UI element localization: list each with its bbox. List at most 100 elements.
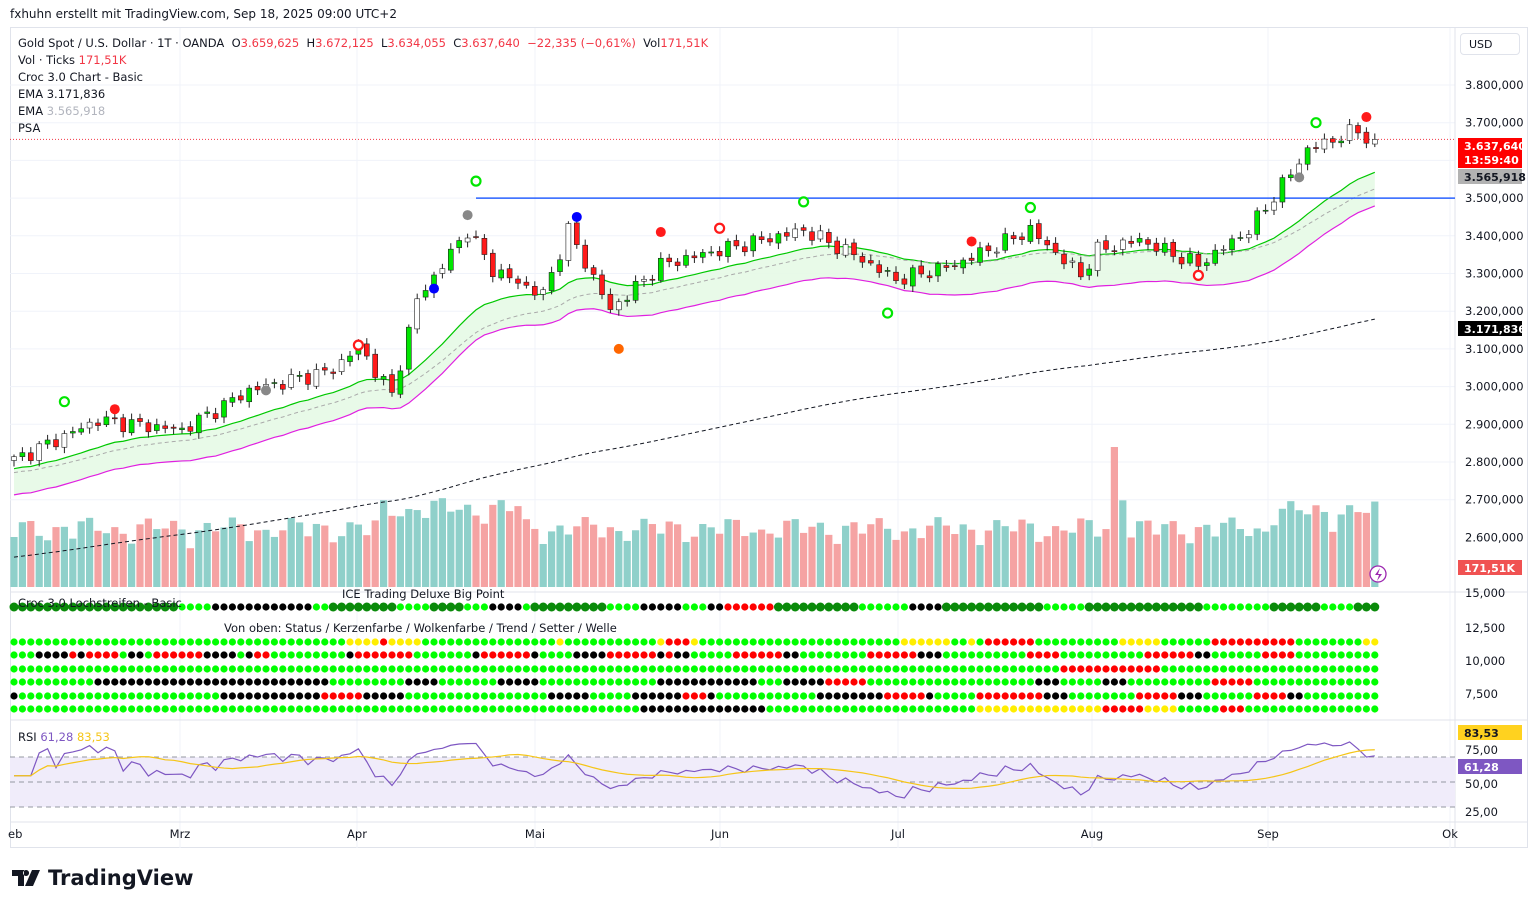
dot-welle bbox=[884, 705, 892, 713]
legend-ema-long-row[interactable]: EMA 3.171,836 bbox=[18, 86, 708, 103]
candle-body bbox=[1036, 223, 1042, 239]
price-axis-label: 2.800,000 bbox=[1465, 455, 1524, 469]
volume-bar bbox=[590, 524, 598, 587]
dot-welle bbox=[1354, 705, 1362, 713]
dot-welle bbox=[69, 705, 77, 713]
legend-ema-short-row[interactable]: EMA 3.565,918 bbox=[18, 103, 708, 120]
dot-kerzenfarbe bbox=[119, 651, 127, 659]
candle-body bbox=[1061, 253, 1067, 265]
dot-lochstreifen bbox=[135, 602, 145, 612]
vol-value: 171,51K bbox=[660, 36, 709, 50]
dot-welle bbox=[657, 705, 665, 713]
candle-body bbox=[212, 413, 219, 420]
dot-wolkenfarbe bbox=[203, 665, 211, 673]
dot-status bbox=[136, 638, 144, 646]
volume-bar bbox=[1169, 521, 1177, 587]
dot-setter bbox=[531, 692, 539, 700]
dot-welle bbox=[531, 705, 539, 713]
dot-lochstreifen bbox=[682, 603, 690, 611]
dot-welle bbox=[354, 705, 362, 713]
dot-setter bbox=[942, 692, 951, 700]
dot-setter bbox=[144, 692, 152, 700]
dot-setter bbox=[1236, 692, 1244, 700]
dot-kerzenfarbe bbox=[1354, 651, 1362, 659]
dot-kerzenfarbe bbox=[606, 651, 615, 659]
legend-croc-row[interactable]: Croc 3.0 Chart - Basic bbox=[18, 70, 143, 84]
dot-lochstreifen bbox=[143, 602, 153, 612]
tradingview-logo[interactable]: TradingView bbox=[12, 866, 193, 890]
candle-body bbox=[305, 373, 311, 385]
volume-bar bbox=[1035, 541, 1043, 587]
dot-status bbox=[993, 638, 1001, 646]
dot-wolkenfarbe bbox=[338, 665, 346, 673]
dot-trend bbox=[1043, 678, 1051, 686]
volume-bar bbox=[531, 528, 539, 587]
candle-body bbox=[95, 422, 101, 426]
volume-bar bbox=[380, 500, 388, 587]
dot-status bbox=[144, 638, 152, 646]
candle-body bbox=[128, 419, 135, 434]
legend-psa-row[interactable]: PSA bbox=[18, 121, 41, 135]
dot-kerzenfarbe bbox=[548, 651, 556, 659]
dot-setter bbox=[338, 692, 346, 700]
dot-setter bbox=[917, 692, 925, 700]
dot-lochstreifen bbox=[429, 602, 439, 612]
dot-welle bbox=[279, 705, 287, 713]
candle-body bbox=[1052, 242, 1059, 253]
dot-lochstreifen bbox=[497, 603, 505, 611]
dot-wolkenfarbe bbox=[564, 665, 573, 673]
candle-body bbox=[279, 384, 286, 390]
dot-lochstreifen bbox=[716, 603, 724, 611]
dot-lochstreifen bbox=[1220, 603, 1228, 611]
dot-setter bbox=[228, 692, 236, 700]
dot-setter bbox=[934, 692, 942, 700]
dot-trend bbox=[791, 678, 799, 686]
volume-bar bbox=[119, 533, 127, 587]
dot-status bbox=[329, 638, 337, 646]
dot-lochstreifen bbox=[1245, 603, 1253, 611]
legend-volume-row[interactable]: Vol · Ticks 171,51K bbox=[18, 52, 708, 69]
dot-wolkenfarbe bbox=[455, 665, 463, 673]
dot-status bbox=[808, 638, 816, 646]
dot-welle bbox=[1010, 705, 1018, 713]
symbol-name[interactable]: Gold Spot / U.S. Dollar · 1T · OANDA bbox=[18, 36, 225, 50]
dot-welle bbox=[783, 705, 791, 713]
dot-welle bbox=[1085, 705, 1093, 713]
candle-body bbox=[708, 251, 715, 254]
dot-wolkenfarbe bbox=[262, 665, 270, 673]
dot-wolkenfarbe bbox=[1144, 665, 1152, 673]
volume-bar bbox=[909, 528, 917, 587]
dot-kerzenfarbe bbox=[816, 651, 825, 659]
dot-trend bbox=[10, 678, 18, 686]
dot-trend bbox=[1337, 678, 1345, 686]
dot-kerzenfarbe bbox=[514, 651, 522, 659]
currency-selector[interactable]: USD bbox=[1460, 33, 1520, 55]
dot-wolkenfarbe bbox=[665, 665, 673, 673]
dot-welle bbox=[363, 705, 371, 713]
dot-setter bbox=[732, 692, 741, 700]
dot-lochstreifen bbox=[824, 602, 834, 612]
dot-trend bbox=[1354, 678, 1362, 686]
time-axis-label: Mai bbox=[525, 827, 545, 841]
dot-trend bbox=[35, 678, 43, 686]
volume-bar bbox=[1102, 529, 1110, 587]
rsi-legend[interactable]: RSI 61,28 83,53 bbox=[18, 730, 110, 744]
dot-lochstreifen bbox=[799, 602, 809, 612]
dot-wolkenfarbe bbox=[1228, 665, 1236, 673]
candle-body bbox=[649, 278, 656, 281]
price-axis-label: 2.700,000 bbox=[1465, 493, 1524, 507]
dot-setter bbox=[1127, 692, 1135, 700]
dot-status bbox=[674, 638, 682, 646]
dot-welle bbox=[1144, 705, 1152, 713]
candle-body bbox=[607, 293, 614, 310]
volume-bar bbox=[1001, 526, 1009, 587]
dot-setter bbox=[1337, 692, 1345, 700]
volume-bar bbox=[136, 524, 144, 587]
dot-welle bbox=[1371, 705, 1379, 713]
dot-trend bbox=[884, 678, 892, 686]
dot-welle bbox=[472, 705, 480, 713]
dot-welle bbox=[1211, 705, 1219, 713]
dot-setter bbox=[976, 692, 984, 700]
dot-welle bbox=[329, 705, 337, 713]
